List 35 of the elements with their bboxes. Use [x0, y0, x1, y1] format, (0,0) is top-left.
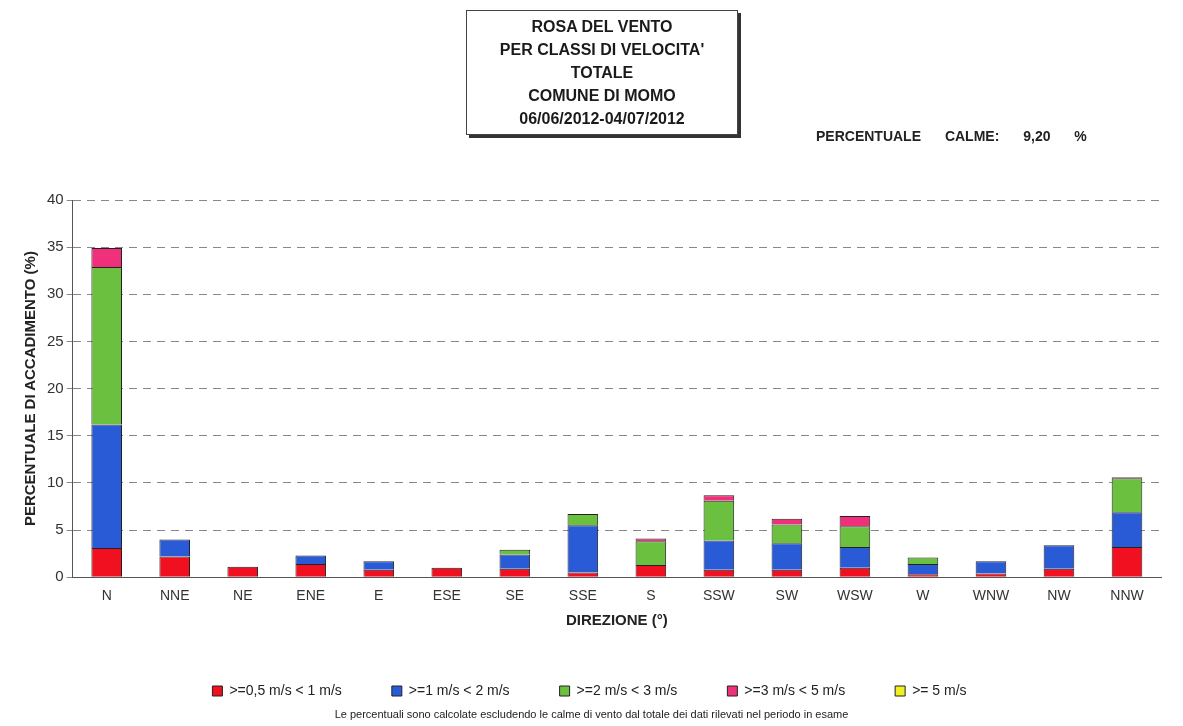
y-axis-title: PERCENTUALE DI ACCADIMENTO (%)	[21, 251, 39, 527]
y-tick-label: 15	[47, 425, 64, 443]
x-tick-label: W	[916, 587, 931, 604]
x-tick-label: SSW	[702, 587, 736, 604]
x-axis-title: DIREZIONE (°)	[565, 611, 668, 629]
legend-label: >=2 m/s < 3 m/s	[576, 681, 678, 698]
y-tick-label: 10	[47, 473, 64, 491]
x-tick-label: WNW	[972, 587, 1010, 604]
x-tick-label: ESE	[432, 587, 461, 604]
text: PERCENTUALE CALME: 9,20 %	[816, 128, 1087, 144]
legend-label: >= 5 m/s	[912, 681, 967, 698]
y-tick-label: 20	[47, 378, 64, 396]
x-tick-label: S	[646, 587, 656, 604]
y-tick-label: 25	[47, 331, 64, 349]
legend-label: >=1 m/s < 2 m/s	[408, 681, 510, 698]
x-tick-label: SE	[505, 587, 525, 604]
y-tick-label: 30	[47, 284, 64, 302]
x-tick-label: WSW	[837, 587, 874, 604]
legend-label: >=3 m/s < 5 m/s	[744, 681, 846, 698]
x-tick-label: NNE	[159, 587, 190, 604]
x-tick-label: NNW	[1110, 587, 1145, 604]
x-tick-label: ENE	[296, 587, 326, 604]
x-tick-label: SW	[775, 587, 799, 604]
x-tick-label: NW	[1047, 587, 1072, 604]
legend-label: >=0,5 m/s < 1 m/s	[229, 681, 342, 698]
y-tick-label: 0	[55, 567, 64, 585]
y-tick-label: 40	[47, 190, 64, 208]
y-tick-label: 5	[55, 520, 64, 538]
x-tick-label: N	[101, 587, 112, 604]
x-tick-label: E	[374, 587, 384, 604]
chart-title: ROSA DEL VENTO PER CLASSI DI VELOCITA' TOTALE COMUNE DI MOMO 06/06/2012-04/07/2012	[466, 10, 738, 135]
x-tick-label: SSE	[568, 587, 597, 604]
text: Le percentuali sono calcolate escludendo le calme di vento dal totale dei dati rilevati nel periodo in esame	[333, 708, 850, 720]
y-tick-label: 35	[47, 237, 64, 255]
x-tick-label: NE	[233, 587, 253, 604]
